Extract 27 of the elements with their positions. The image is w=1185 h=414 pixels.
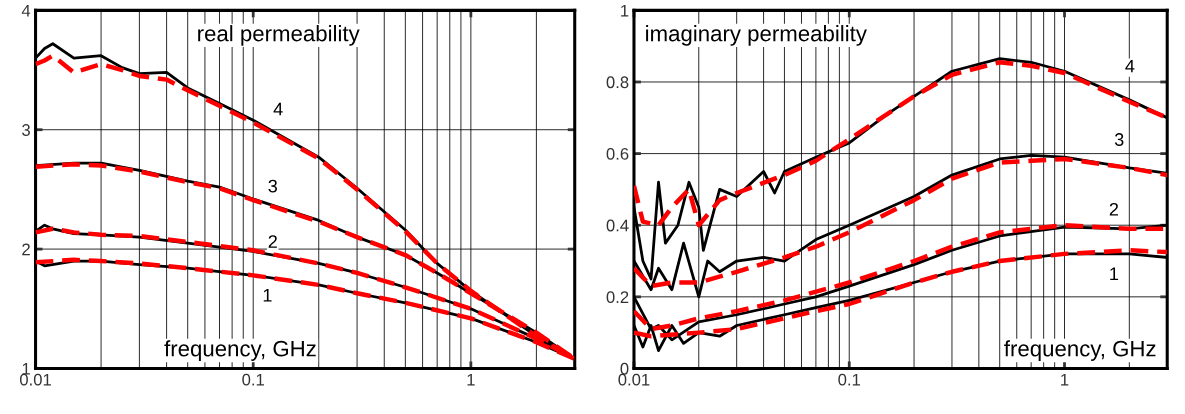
x-axis-title: frequency, GHz bbox=[1004, 340, 1156, 361]
y-tick-label: 4 bbox=[21, 4, 31, 17]
x-tick-label: 0.01 bbox=[19, 373, 51, 386]
text: real permeability bbox=[198, 25, 360, 46]
annotation: 4 bbox=[273, 102, 283, 116]
y-tick-label: 0.8 bbox=[606, 76, 629, 89]
x-tick-label: 0.1 bbox=[838, 373, 861, 386]
annotation: 1 bbox=[1110, 267, 1119, 281]
x-tick-label: 1 bbox=[1061, 373, 1069, 386]
x-tick-label: 1 bbox=[467, 373, 475, 386]
annotation: 3 bbox=[1114, 133, 1124, 146]
annotation: 1 bbox=[263, 289, 272, 302]
x-tick-label: 0.01 bbox=[618, 373, 650, 386]
annotation: 4 bbox=[1125, 59, 1135, 73]
y-tick-label: 2 bbox=[22, 243, 30, 256]
y-tick-label: 1 bbox=[621, 4, 629, 17]
y-tick-label: 3 bbox=[22, 124, 30, 136]
annotation: 3 bbox=[268, 179, 278, 193]
y-tick-label: 0 bbox=[620, 362, 629, 375]
x-axis-title: frequency, GHz bbox=[164, 340, 316, 361]
annotation: 2 bbox=[1109, 202, 1119, 216]
annotation: 2 bbox=[268, 235, 277, 248]
x-tick-label: 0.1 bbox=[242, 373, 264, 386]
text: imaginary permeability bbox=[646, 25, 867, 46]
y-tick-label: 0.6 bbox=[606, 148, 629, 160]
y-tick-label: 0.4 bbox=[606, 219, 629, 232]
y-tick-label: 0.2 bbox=[606, 291, 629, 304]
